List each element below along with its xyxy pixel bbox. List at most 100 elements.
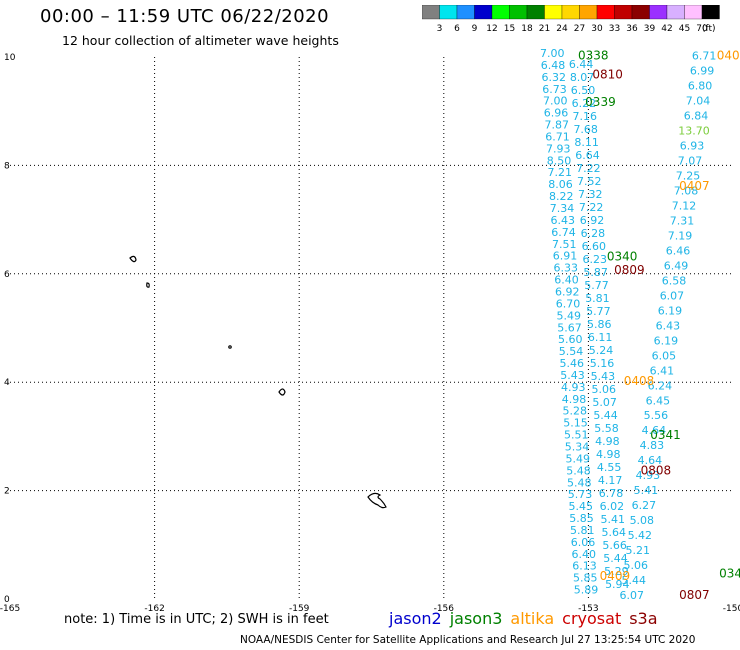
pass-time-label: 034: [719, 566, 740, 580]
wave-height-value: 7.68: [573, 123, 598, 136]
pass-time-label: 0407: [679, 179, 710, 193]
pass-time-label: 0809: [614, 263, 645, 277]
footnote: note: 1) Time is in UTC; 2) SWH is in fe…: [64, 612, 329, 627]
wave-height-value: 5.15: [563, 417, 588, 430]
wave-height-value: 6.43: [656, 319, 681, 332]
x-tick-label: -153: [578, 604, 598, 612]
wave-height-value: 6.07: [620, 589, 645, 602]
wave-height-value: 7.51: [552, 238, 577, 251]
wave-height-value: 7.16: [573, 110, 598, 123]
wave-height-value: 5.43: [591, 370, 616, 383]
wave-height-value: 7.25: [676, 170, 701, 183]
y-tick-label: 10: [4, 53, 16, 63]
y-tick-label: 0: [4, 595, 10, 605]
map-title: 00:00 – 11:59 UTC 06/22/2020: [40, 6, 330, 27]
island-outline: [228, 345, 232, 349]
wave-height-value: 5.73: [568, 488, 593, 501]
x-tick-label: -162: [144, 604, 164, 612]
pass-time-label: 0340: [607, 249, 638, 263]
wave-height-value: 5.60: [558, 333, 583, 346]
wave-height-value: 6.41: [650, 364, 675, 377]
wave-height-value: 6.58: [662, 274, 687, 287]
wave-height-value: 6.02: [600, 500, 625, 513]
wave-height-value: 5.44: [603, 552, 628, 565]
color-scale-label: 21: [539, 24, 550, 34]
legend-item-jason2: jason2: [389, 609, 442, 628]
credit-line: NOAA/NESDIS Center for Satellite Applica…: [240, 634, 696, 646]
wave-height-value: 5.16: [590, 357, 615, 370]
wave-height-value: 5.77: [586, 305, 611, 318]
wave-height-value: 6.92: [580, 214, 605, 227]
wave-height-value: 6.44: [569, 58, 594, 71]
wave-height-value: 7.19: [668, 229, 693, 242]
wave-height-value: 6.19: [658, 304, 683, 317]
wave-height-value: 5.89: [574, 584, 599, 597]
pass-time-label: 0341: [650, 428, 681, 442]
wave-height-value: 8.11: [574, 136, 599, 149]
legend-item-cryosat: cryosat: [562, 609, 622, 628]
pass-time-label: 0810: [592, 68, 623, 82]
wave-height-value: 6.49: [664, 259, 689, 272]
wave-height-value: 4.93: [561, 381, 586, 394]
color-scale-label: 70: [696, 24, 708, 34]
wave-height-value: 6.93: [680, 140, 705, 153]
legend-item-altika: altika: [510, 609, 555, 628]
wave-height-value: 6.33: [553, 262, 578, 275]
wave-height-value: 5.41: [601, 513, 626, 526]
wave-height-value: 7.93: [546, 142, 571, 155]
wave-height-value: 6.22: [572, 97, 597, 110]
wave-height-value: 7.04: [686, 95, 711, 108]
y-tick-label: 2: [4, 487, 10, 497]
wave-height-value: 6.91: [553, 250, 578, 263]
wave-height-value: 5.24: [589, 344, 614, 357]
wave-height-value: 5.45: [568, 500, 593, 513]
wave-height-value: 5.54: [559, 345, 584, 358]
color-scale-label: 24: [556, 24, 568, 34]
wave-height-value: 8.07: [570, 71, 595, 84]
wave-height-value: 6.40: [571, 548, 596, 561]
wave-height-value: 5.06: [624, 559, 649, 572]
axis-ticks: -165 -162 -159 -156 -153 -150 0 2 4 6 8 10: [0, 53, 740, 612]
wave-height-values: 7.006.486.326.737.006.967.876.717.938.50…: [540, 47, 716, 602]
wave-height-value: 5.85: [569, 512, 594, 525]
wave-height-value: 6.45: [646, 394, 671, 407]
wave-height-value: 5.43: [560, 369, 585, 382]
wave-height-value: 7.12: [672, 200, 697, 213]
wave-height-value: 6.27: [632, 499, 657, 512]
wave-height-value: 4.17: [598, 474, 623, 487]
wave-height-value: 7.00: [543, 95, 568, 108]
color-scale-label: 42: [661, 24, 672, 34]
color-scale-label: 30: [591, 24, 603, 34]
pass-time-label: 0409: [600, 569, 631, 583]
color-scale-bar: 3 6 9 12 15 18 21 24 27 30 33 36 39 42 45 70(ft): [422, 5, 720, 34]
wave-height-value: 5.58: [594, 422, 619, 435]
x-tick-label: -159: [289, 604, 310, 612]
island-outline: [278, 388, 286, 396]
wave-height-value: 5.07: [592, 396, 617, 409]
wave-height-value: 6.43: [550, 214, 575, 227]
x-tick-label: -165: [0, 604, 20, 612]
pass-time-label: 040: [717, 49, 740, 63]
grid-lines: [10, 57, 733, 599]
wave-height-value: 4.98: [562, 393, 587, 406]
wave-height-value: 5.64: [601, 526, 626, 539]
wave-height-value: 6.64: [575, 149, 600, 162]
wave-height-value: 7.00: [540, 47, 565, 60]
wave-height-value: 5.81: [585, 292, 610, 305]
wave-height-value: 5.48: [566, 464, 591, 477]
wave-height-value: 5.66: [602, 539, 627, 552]
island-outline: [146, 282, 150, 288]
wave-height-value: 5.29: [604, 565, 629, 578]
island-outline: [129, 255, 137, 263]
wave-height-value: 5.85: [573, 572, 598, 585]
wave-height-value: 6.32: [541, 71, 566, 84]
wave-height-value: 5.48: [567, 476, 592, 489]
wave-height-value: 7.32: [578, 188, 603, 201]
wave-height-value: 5.77: [584, 279, 609, 292]
wave-height-value: 6.92: [555, 285, 580, 298]
wave-height-value: 6.13: [572, 560, 597, 573]
wave-height-value: 6.07: [660, 289, 685, 302]
color-swatch: [701, 5, 720, 20]
wave-height-value: 5.94: [605, 578, 630, 591]
y-tick-label: 6: [4, 270, 10, 280]
